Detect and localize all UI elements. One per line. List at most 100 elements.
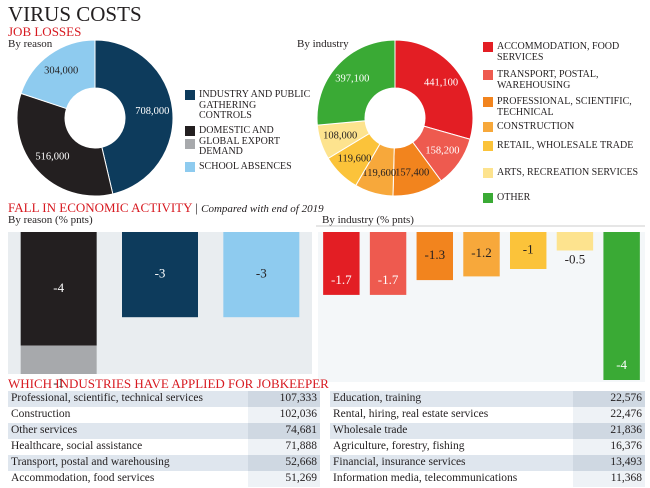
- bar-value-label: -4: [616, 357, 627, 372]
- table-label: Professional, scientific, technical serv…: [11, 392, 203, 404]
- table-value: 107,333: [279, 392, 317, 404]
- table-value-cell: [573, 471, 645, 487]
- legend-swatch: [185, 139, 195, 149]
- section-note: Compared with end of 2019: [201, 203, 324, 215]
- legend-swatch: [185, 90, 195, 100]
- slice-label: 119,600: [338, 154, 372, 165]
- table-row: [330, 423, 645, 439]
- table-label: Accommodation, food services: [11, 472, 155, 484]
- bar-value-label: -1.7: [378, 272, 399, 287]
- legend-label: PROFESSIONAL, SCIENTIFIC, TECHNICAL: [497, 96, 632, 118]
- table-value: 74,681: [285, 424, 317, 436]
- bar: [20, 232, 97, 346]
- table-value-cell: [573, 407, 645, 423]
- table-value: 16,376: [610, 440, 642, 452]
- table-row: [330, 455, 645, 471]
- table-label: Rental, hiring, real estate services: [333, 408, 489, 420]
- table-value: 13,493: [610, 456, 642, 468]
- legend-label: RETAIL, WHOLESALE TRADE: [497, 140, 634, 151]
- legend-label: OTHER: [497, 192, 531, 203]
- table-value: 22,476: [610, 408, 642, 420]
- table-value: 21,836: [610, 424, 642, 436]
- bar-value-label: -4: [53, 280, 64, 295]
- legend-swatch: [483, 97, 493, 107]
- bar: [223, 232, 300, 318]
- table-label: Wholesale trade: [333, 424, 408, 436]
- bar: [369, 232, 407, 295]
- bar: [463, 232, 500, 277]
- bar-value-label: -0.5: [565, 251, 586, 266]
- legend-swatch: [483, 168, 493, 178]
- table-row: [330, 439, 645, 455]
- slice-label: 304,000: [44, 66, 78, 77]
- table-value: 71,888: [285, 440, 317, 452]
- legend-label: CONSTRUCTION: [497, 121, 575, 132]
- bar-value-label: -1.3: [424, 247, 445, 262]
- section-title: FALL IN ECONOMIC ACTIVITY | Compared wit…: [8, 200, 324, 215]
- table-row: [8, 407, 320, 423]
- legend-label: TRANSPORT, POSTAL, WAREHOUSING: [497, 69, 599, 91]
- bar: [603, 232, 640, 380]
- table-label: Healthcare, social assistance: [11, 440, 143, 452]
- chart-subtitle: By industry (% pnts): [322, 214, 414, 226]
- section-title-text: FALL IN ECONOMIC ACTIVITY: [8, 200, 193, 215]
- legend-swatch: [483, 70, 493, 80]
- table-label: Construction: [11, 408, 71, 420]
- table-label: Financial, insurance services: [333, 456, 466, 468]
- table-value-cell: [573, 423, 645, 439]
- legend-label: SCHOOL ABSENCES: [199, 161, 292, 172]
- table-label: Transport, postal and warehousing: [11, 456, 170, 468]
- legend-label: DOMESTIC AND GLOBAL EXPORT DEMAND: [199, 125, 280, 157]
- table-label: Other services: [11, 424, 78, 436]
- legend-swatch: [185, 162, 195, 172]
- table-label: Agriculture, forestry, fishing: [333, 440, 465, 452]
- slice-label: 157,400: [395, 167, 429, 178]
- table-value-cell: [573, 455, 645, 471]
- section-title: WHICH INDUSTRIES HAVE APPLIED FOR JOBKEE…: [8, 376, 329, 391]
- table-value: 52,668: [285, 456, 317, 468]
- table-label: Education, training: [333, 392, 422, 404]
- table-label: Information media, telecommunications: [333, 472, 518, 484]
- legend-label: INDUSTRY AND PUBLIC GATHERING CONTROLS: [199, 89, 311, 121]
- pie-hole: [365, 88, 425, 148]
- table-value-cell: [248, 471, 320, 487]
- table-row: [330, 391, 645, 407]
- table-row: [8, 471, 320, 487]
- pie-hole: [65, 88, 125, 148]
- legend-label: ARTS, RECREATION SERVICES: [497, 167, 639, 178]
- table-value-cell: [248, 391, 320, 407]
- table-value-cell: [248, 423, 320, 439]
- table-value: 51,269: [285, 472, 317, 484]
- table-value: 11,368: [610, 472, 642, 484]
- slice-label: 397,100: [335, 74, 369, 85]
- bar-value-label: -1.7: [331, 272, 352, 287]
- bar-value-label: -1: [523, 241, 534, 256]
- legend-swatch: [483, 42, 493, 52]
- legend-swatch: [483, 141, 493, 151]
- table-row: [8, 423, 320, 439]
- chart-subtitle: By reason (% pnts): [8, 214, 93, 226]
- slice-label: 708,000: [135, 106, 169, 117]
- bar: [323, 232, 360, 295]
- chart-subtitle: By reason: [8, 38, 53, 50]
- legend-swatch: [483, 122, 493, 132]
- bar-value-label: -3: [155, 266, 166, 281]
- bar: [416, 232, 454, 281]
- bar: [20, 345, 97, 374]
- bar-value-label: -1: [53, 375, 64, 390]
- table-row: [8, 455, 320, 471]
- page-title: VIRUS COSTS: [8, 2, 142, 26]
- slice-label: 108,000: [323, 130, 357, 141]
- bar-value-label: -3: [256, 266, 267, 281]
- legend-label: ACCOMMODATION, FOOD SERVICES: [497, 41, 620, 63]
- table-row: [330, 407, 645, 423]
- legend-swatch: [185, 126, 195, 136]
- bar-value-label: -1.2: [471, 245, 492, 260]
- slice-label: 516,000: [35, 151, 69, 162]
- legend-swatch: [483, 193, 493, 203]
- table-value-cell: [248, 439, 320, 455]
- table-value-cell: [573, 391, 645, 407]
- slice-label: 119,600: [362, 168, 396, 179]
- table-value: 102,036: [279, 408, 317, 420]
